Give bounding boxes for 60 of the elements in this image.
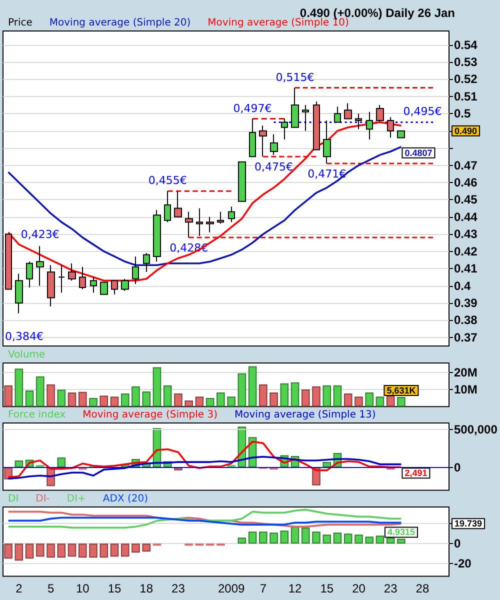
data-label: 0.4807	[404, 148, 432, 158]
data-label: 0,497€	[233, 102, 272, 115]
text: Moving average (Simple 20)	[49, 18, 191, 28]
annotation: 0,384€	[4, 330, 44, 343]
y-tick-label: 0.43	[454, 227, 478, 242]
y-tick-label: 0	[454, 460, 461, 474]
y-tick-label: 0.39	[454, 296, 478, 310]
x-tick-label: 15	[108, 581, 122, 596]
y-tick-label: 0.52	[454, 72, 478, 86]
x-tick-label: 18	[140, 581, 154, 596]
text: Moving average (Simple 3)	[82, 410, 218, 420]
y-tick-label: 500,000	[454, 422, 498, 437]
text: Moving average (Simple 10)	[208, 18, 350, 28]
text: Moving average (Simple 13)	[234, 410, 376, 420]
data-label: 0,515€	[276, 70, 314, 84]
y-tick-label: 0.42	[454, 244, 478, 258]
data-label: 4.9315	[387, 527, 415, 538]
data-label: 0,475€	[254, 160, 294, 174]
series-label: ADX (20)	[102, 494, 148, 504]
annotation: 0,423€	[20, 228, 60, 242]
y-tick-label: 0.53	[454, 54, 478, 69]
series-label: Volume	[8, 350, 46, 360]
y-tick-label: 0.51	[454, 89, 478, 104]
text: Force index	[8, 410, 66, 420]
x-tick-label: 7	[260, 581, 267, 596]
text: Price	[8, 18, 32, 28]
y-tick-label: 0.5	[454, 106, 472, 121]
y-tick-label: -20	[454, 556, 472, 571]
y-tick-label: 20M	[454, 366, 478, 380]
y-tick-label: 0.37	[454, 330, 478, 344]
y-tick-label: 0.44	[454, 210, 478, 224]
x-tick-label: 5	[47, 581, 54, 596]
y-tick-label: 0.38	[454, 313, 478, 328]
text: DI+	[66, 494, 86, 504]
y-tick-label: 0.4	[454, 278, 472, 293]
y-tick-label: 0.46	[454, 175, 478, 190]
data-label: 0,455€	[148, 174, 187, 188]
x-tick-label: 23	[384, 581, 398, 596]
text: 19.739	[454, 518, 482, 529]
x-tick-label: 20	[352, 581, 366, 596]
x-tick-label: 15	[320, 581, 334, 596]
y-tick-label: 0.54	[454, 38, 478, 52]
data-label: 5,631K	[386, 386, 416, 396]
x-tick-label: 28	[416, 581, 430, 596]
text: 0.490	[454, 126, 478, 136]
x-tick-label: 23	[172, 581, 186, 596]
x-tick-label: 2	[16, 581, 23, 596]
y-tick-label: 0.45	[454, 192, 478, 207]
x-tick-label: 10	[76, 581, 90, 596]
data-label: 0,495€	[403, 105, 442, 118]
x-tick-label: 12	[288, 581, 302, 596]
data-label: 0,471€	[308, 168, 346, 181]
x-tick-label: 2009	[218, 581, 245, 596]
text: DI	[8, 494, 19, 504]
y-tick-label: 10M	[454, 382, 478, 397]
y-tick-label: 0.47	[454, 158, 478, 172]
data-label: 2,491	[404, 468, 428, 478]
series-label: DI-	[36, 494, 50, 504]
y-tick-label: 0	[454, 536, 461, 551]
y-tick-label: 0.41	[454, 262, 478, 276]
